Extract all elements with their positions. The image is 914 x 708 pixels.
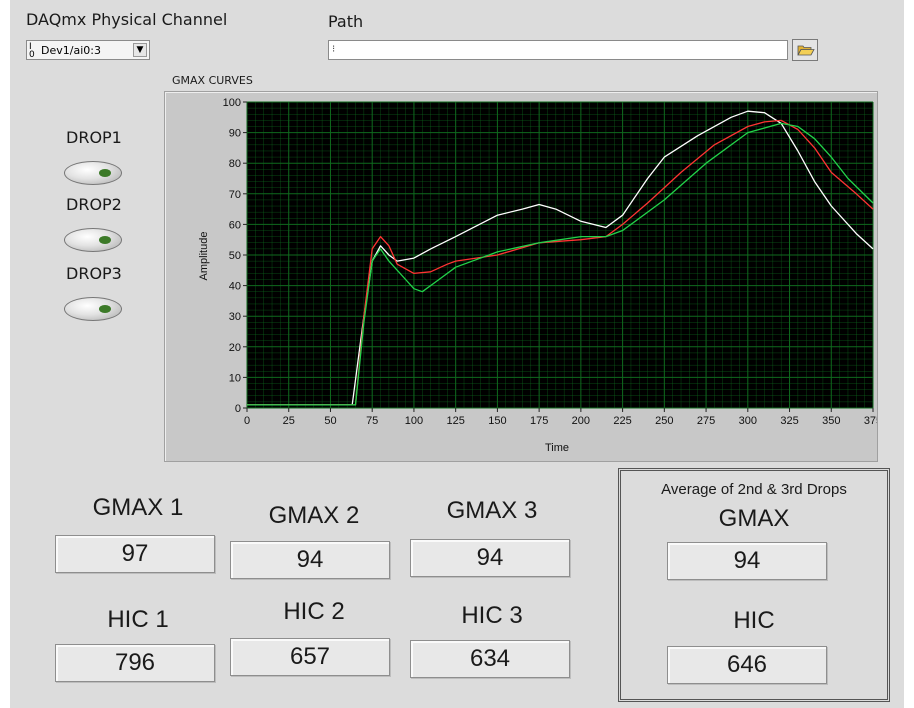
x-tick-label: 250 — [655, 415, 673, 427]
x-tick-label: 100 — [405, 415, 423, 427]
drop2-led[interactable] — [64, 228, 122, 252]
average-hic-label: HIC — [733, 607, 775, 634]
x-tick-label: 150 — [488, 415, 506, 427]
gmax-graph: 0 25 50 75 100 125 150 175 200 225 250 275 300 325 350… — [164, 91, 878, 462]
x-tick-label: 75 — [366, 415, 378, 427]
x-axis-label: Time — [545, 442, 569, 454]
drop1-led[interactable] — [64, 161, 122, 185]
y-tick-label: 40 — [229, 281, 241, 293]
x-tick-label: 325 — [780, 415, 798, 427]
y-axis-label: Amplitude — [198, 232, 210, 281]
path-label: Path — [328, 12, 364, 31]
browse-button[interactable] — [792, 39, 818, 61]
y-tick-label: 90 — [229, 128, 241, 140]
y-tick-label: 100 — [223, 97, 241, 109]
drop3-led[interactable] — [64, 297, 122, 321]
hic1-indicator: 796 — [55, 644, 215, 682]
average-gmax-indicator: 94 — [667, 542, 827, 580]
hic2-label: HIC 2 — [283, 598, 345, 625]
series-line-1 — [247, 110, 874, 406]
path-icon: ⁝ — [332, 44, 336, 55]
gmax-chart: 0 25 50 75 100 125 150 175 200 225 250 275 300 325 350… — [198, 97, 877, 454]
y-tick-label: 60 — [229, 219, 241, 231]
gmax3-indicator: 94 — [410, 539, 570, 577]
y-tick-label: 50 — [229, 250, 241, 262]
x-tick-label: 50 — [324, 415, 336, 427]
hic2-indicator: 657 — [230, 638, 390, 676]
x-tick-label: 275 — [697, 415, 715, 427]
hic3-indicator: 634 — [410, 640, 570, 678]
average-gmax-label: GMAX — [718, 505, 790, 532]
y-tick-label: 10 — [229, 372, 241, 384]
average-box: Average of 2nd & 3rd Drops GMAX 94 HIC 6… — [618, 468, 890, 702]
series-line-3 — [247, 122, 874, 406]
gmax2-label: GMAX 2 — [268, 502, 360, 529]
x-tick-label: 375 — [864, 415, 877, 427]
drop1-label: DROP1 — [66, 128, 122, 147]
y-tick-label: 70 — [229, 189, 241, 201]
path-input[interactable]: ⁝ — [328, 40, 788, 60]
graph-title: GMAX CURVES — [172, 74, 253, 87]
x-tick-label: 0 — [244, 415, 250, 427]
x-tick-label: 225 — [613, 415, 631, 427]
hic3-label: HIC 3 — [461, 602, 523, 629]
drop3-label: DROP3 — [66, 264, 122, 283]
average-hic-indicator: 646 — [667, 646, 827, 684]
y-tick-label: 80 — [229, 158, 241, 170]
x-tick-label: 175 — [530, 415, 548, 427]
x-tick-label: 25 — [283, 415, 295, 427]
chevron-down-icon[interactable]: ▼ — [133, 43, 147, 57]
y-tick-label: 30 — [229, 311, 241, 323]
folder-open-icon — [797, 45, 815, 56]
x-tick-label: 200 — [572, 415, 590, 427]
gmax3-label: GMAX 3 — [446, 497, 538, 524]
gmax1-label: GMAX 1 — [92, 494, 184, 521]
x-tick-label: 350 — [822, 415, 840, 427]
hic1-label: HIC 1 — [107, 606, 169, 633]
x-tick-label: 300 — [739, 415, 757, 427]
channel-value: Dev1/ai0:3 — [41, 44, 101, 57]
channel-label: DAQmx Physical Channel — [26, 10, 228, 29]
y-tick-label: 0 — [235, 403, 241, 415]
y-tick-label: 20 — [229, 342, 241, 354]
average-title: Average of 2nd & 3rd Drops — [661, 481, 847, 498]
gmax1-indicator: 97 — [55, 535, 215, 573]
x-tick-label: 125 — [446, 415, 464, 427]
drop2-label: DROP2 — [66, 195, 122, 214]
gmax2-indicator: 94 — [230, 541, 390, 579]
